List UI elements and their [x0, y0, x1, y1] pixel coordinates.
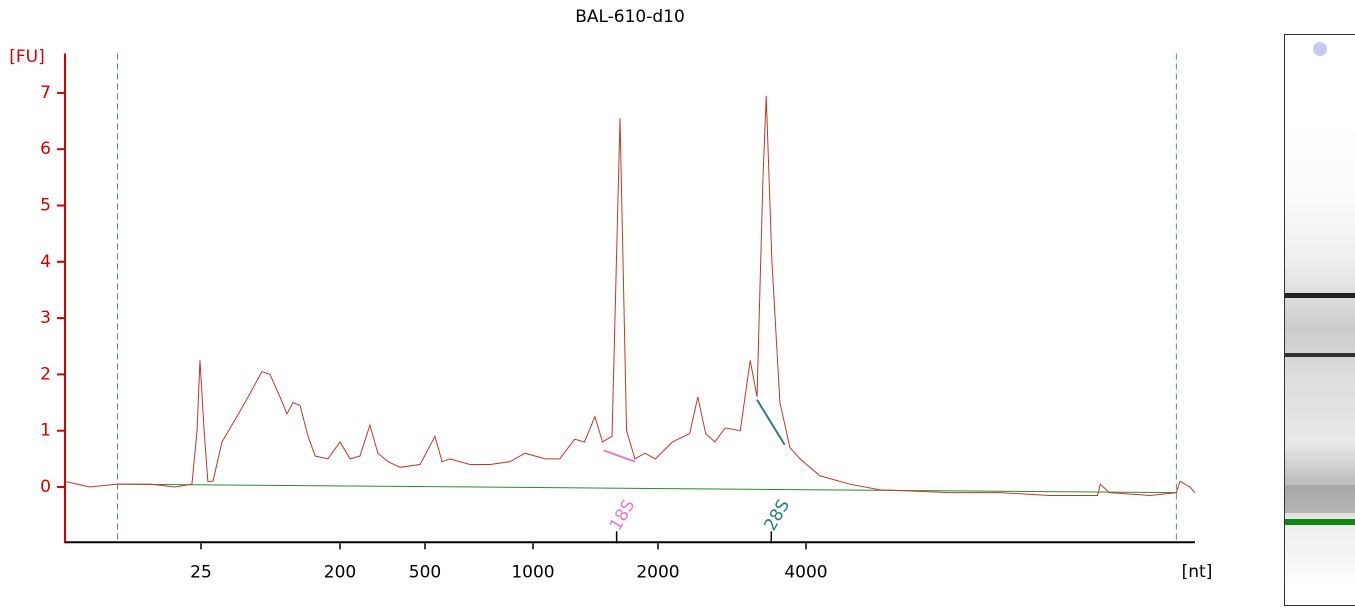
gel-band [1285, 293, 1355, 298]
x-tick-label: 2000 [636, 562, 679, 582]
gel-marker-band [1285, 519, 1355, 525]
chart: BAL-610-d10 [FU] [nt] 0 1 2 3 4 5 6 7 25 200 500 10… [9, 7, 1213, 582]
y-tick-label: 6 [40, 139, 51, 159]
x-tick-label: 25 [190, 562, 212, 582]
peak-baseline [756, 399, 786, 446]
peak-baseline [603, 449, 636, 463]
y-tick-label: 7 [40, 83, 51, 103]
y-axis-label: [FU] [9, 47, 45, 67]
x-tick-label: 4000 [784, 562, 827, 582]
peak-label: 18S [606, 496, 640, 534]
gel-image [1285, 42, 1355, 577]
x-tick-label: 1000 [511, 562, 554, 582]
y-tick-label: 4 [40, 252, 51, 272]
y-tick-label: 3 [40, 308, 51, 328]
peak-label: 28S [761, 496, 795, 534]
gel-band [1285, 485, 1355, 513]
gel-band [1285, 353, 1355, 357]
y-tick-label: 5 [40, 196, 51, 216]
baseline [117, 483, 1177, 494]
x-tick-label: 200 [324, 562, 356, 582]
y-tick-label: 2 [40, 364, 51, 384]
x-axis-label: [nt] [1182, 562, 1213, 582]
y-tick-label: 0 [40, 477, 51, 497]
chart-title: BAL-610-d10 [575, 7, 685, 27]
gel-lane [1284, 34, 1355, 606]
x-tick-label: 500 [409, 562, 441, 582]
trace-line [64, 95, 1196, 496]
gel-spot [1313, 42, 1327, 56]
y-tick-label: 1 [40, 421, 51, 441]
